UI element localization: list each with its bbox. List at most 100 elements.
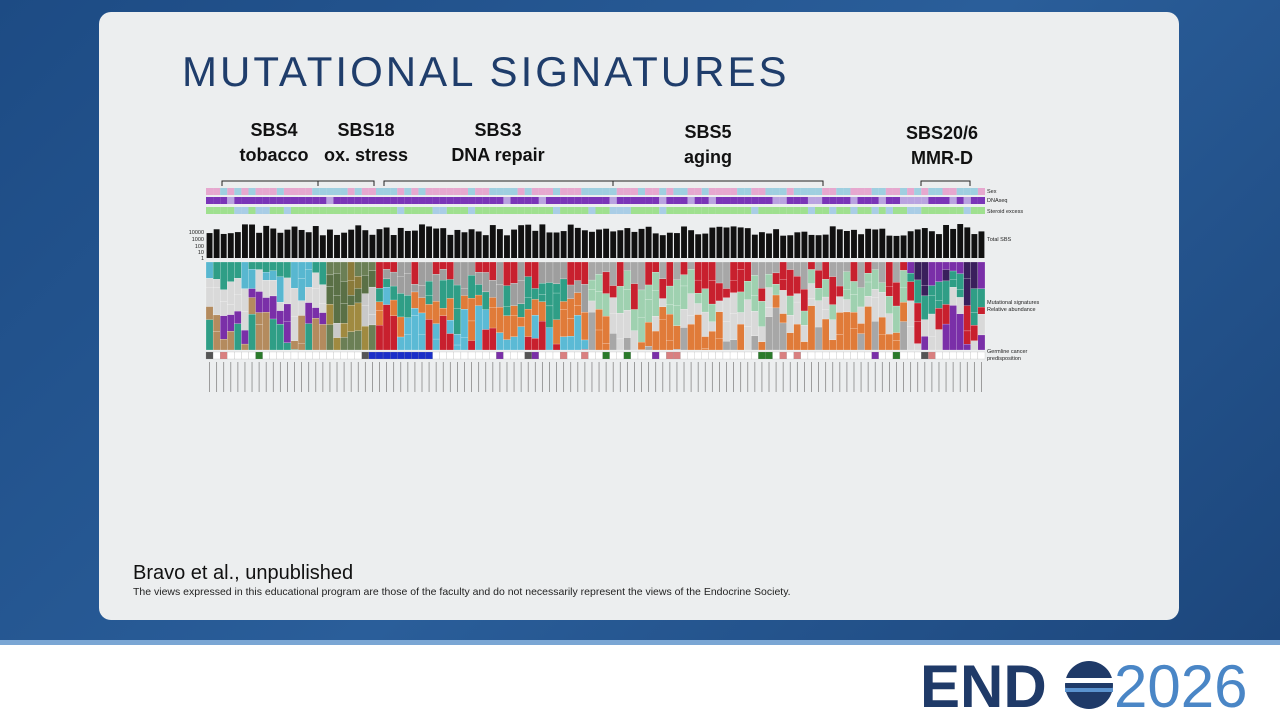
figure-cell [616, 188, 624, 195]
figure-cell [722, 261, 731, 289]
figure-cell [362, 230, 369, 258]
figure-cell [702, 233, 709, 258]
figure-cell [921, 319, 929, 337]
figure-cell [815, 188, 823, 195]
figure-cell [439, 308, 447, 316]
figure-cell [574, 188, 582, 195]
figure-cell [482, 197, 490, 204]
figure-cell [510, 336, 518, 351]
figure-cell [283, 197, 291, 204]
figure-cell [708, 280, 716, 305]
figure-cell [262, 272, 270, 281]
figure-cell [475, 305, 483, 351]
figure-cell [588, 188, 596, 195]
figure-cell [793, 207, 801, 214]
group-name: SBS20/6 [905, 123, 979, 143]
figure-cell [560, 207, 568, 214]
figure-cell [623, 188, 631, 195]
figure-cell [744, 228, 751, 258]
figure-cell [354, 188, 362, 195]
figure-cell [786, 315, 794, 333]
figure-cell [209, 362, 210, 392]
figure-cell [212, 261, 221, 280]
figure-cell [496, 197, 504, 204]
group-label: SBS18 ox. stress [286, 118, 446, 168]
figure-cell [553, 207, 561, 214]
figure-cell [305, 302, 313, 324]
figure-cell [361, 305, 369, 327]
figure-cell [588, 279, 596, 290]
figure-cell [673, 261, 681, 280]
figure-cell [680, 274, 688, 287]
figure-cell [595, 207, 603, 214]
figure-cell [726, 362, 727, 392]
figure-cell [787, 235, 794, 258]
figure-cell [652, 207, 660, 214]
figure-cell [333, 197, 341, 204]
figure-cell [779, 207, 787, 214]
figure-cell [457, 362, 458, 392]
figure-cell [722, 188, 731, 195]
figure-cell [326, 274, 334, 287]
figure-cell [489, 280, 497, 298]
figure-cell [531, 197, 539, 204]
figure-cell [237, 362, 239, 392]
figure-cell [598, 362, 600, 392]
figure-cell [404, 197, 412, 204]
figure-cell [492, 362, 494, 392]
figure-cell [836, 197, 844, 204]
figure-cell [460, 188, 469, 195]
figure-cell [850, 294, 858, 313]
figure-cell [740, 362, 742, 392]
figure-cell [765, 287, 773, 308]
figure-cell [822, 261, 830, 280]
figure-cell [807, 188, 816, 195]
figure-cell [609, 313, 617, 334]
figure-cell [439, 261, 447, 270]
figure-cell [475, 261, 483, 273]
figure-cell [567, 188, 575, 195]
figure-cell [382, 287, 391, 305]
figure-cell [766, 233, 772, 258]
figure-cell [404, 351, 412, 360]
group-name: SBS18 [337, 120, 395, 140]
figure-cell [475, 294, 483, 306]
figure-cell [390, 207, 398, 214]
figure-cell [931, 362, 933, 392]
figure-cell [652, 316, 660, 332]
figure-cell [205, 261, 214, 279]
figure-cell [687, 351, 695, 360]
figure-cell [701, 188, 709, 195]
figure-cell [442, 362, 444, 392]
figure-cell [460, 337, 469, 351]
figure-cell [949, 270, 957, 280]
figure-cell [213, 229, 220, 258]
figure-cell [319, 188, 327, 195]
figure-cell [511, 229, 517, 258]
figure-cell [439, 188, 447, 195]
figure-cell [857, 287, 865, 308]
figure-cell [449, 362, 451, 392]
figure-cell [234, 197, 242, 204]
figure-cell [290, 207, 299, 214]
figure-cell [290, 188, 299, 195]
group-name: SBS3 [474, 120, 522, 140]
figure-cell [772, 207, 780, 214]
figure-cell [751, 311, 759, 337]
figure-cell [758, 341, 766, 351]
figure-cell [305, 261, 313, 270]
figure-cell [666, 340, 674, 351]
figure-cell [674, 233, 680, 258]
figure-cell [804, 362, 805, 392]
figure-cell [343, 362, 345, 392]
figure-cell [375, 207, 384, 214]
figure-cell [935, 300, 943, 309]
figure-cell [524, 297, 532, 310]
figure-cell [970, 351, 979, 360]
figure-cell [298, 207, 306, 214]
figure-cell [949, 287, 957, 306]
figure-cell [822, 207, 830, 214]
figure-cell [425, 188, 433, 195]
figure-cell [336, 362, 338, 392]
